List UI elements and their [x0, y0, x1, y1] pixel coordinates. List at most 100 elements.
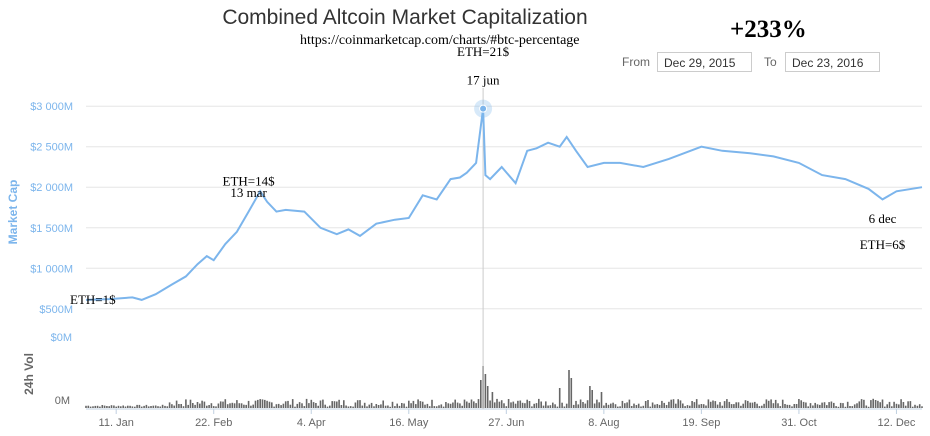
- volume-bar: [336, 401, 338, 408]
- x-tick-label: 16. May: [389, 417, 429, 429]
- volume-bar: [127, 405, 129, 408]
- volume-bar: [115, 406, 117, 408]
- volume-bar: [503, 403, 505, 408]
- volume-bar: [800, 400, 802, 408]
- volume-bar: [361, 405, 364, 408]
- volume-bar: [196, 402, 199, 408]
- volume-bar: [702, 404, 705, 408]
- volume-bar: [257, 399, 259, 408]
- volume-bar: [552, 402, 554, 408]
- volume-bar: [584, 403, 587, 408]
- volume-bar: [145, 404, 148, 408]
- range-from-label: From: [622, 55, 650, 69]
- volume-bar: [438, 405, 440, 408]
- volume-bar: [475, 403, 477, 408]
- volume-bar: [240, 403, 243, 408]
- y-tick-label: $2 500M: [30, 142, 73, 154]
- volume-bar: [247, 400, 250, 408]
- volume-bar: [305, 398, 308, 408]
- volume-bar: [630, 406, 633, 408]
- volume-bar: [563, 406, 566, 408]
- volume-bar: [663, 402, 665, 408]
- y-tick-label: $500M: [39, 304, 73, 316]
- range-to-input[interactable]: Dec 23, 2016: [785, 52, 880, 72]
- volume-bar: [445, 402, 447, 408]
- volume-bar: [431, 399, 433, 408]
- volume-bar: [554, 404, 556, 408]
- volume-bar: [85, 405, 87, 408]
- volume-bar: [665, 405, 668, 408]
- volume-bar: [454, 399, 456, 408]
- volume-bar: [398, 405, 401, 408]
- volume-bar: [716, 404, 719, 408]
- volume-bar: [728, 401, 731, 408]
- volume-bar: [208, 405, 210, 408]
- volume-bar: [424, 404, 426, 408]
- volume-bar: [542, 405, 545, 408]
- volume-bar: [647, 400, 649, 408]
- volume-bar: [486, 386, 489, 408]
- volume-bar: [607, 404, 610, 408]
- volume-bar: [812, 405, 814, 408]
- volume-bar: [568, 370, 570, 408]
- x-tick-label: 19. Sep: [682, 417, 720, 429]
- volume-bar: [772, 403, 775, 408]
- volume-bar: [626, 402, 628, 408]
- volume-bar: [579, 399, 582, 408]
- volume-bar: [442, 406, 445, 408]
- volume-bar: [619, 406, 621, 408]
- volume-bar: [175, 400, 178, 408]
- volume-bar: [440, 404, 443, 408]
- volume-bar: [391, 401, 394, 408]
- annotation-label: 17 jun: [467, 72, 500, 87]
- volume-bar: [426, 403, 429, 408]
- volume-bar: [412, 400, 415, 408]
- volume-bar: [252, 404, 254, 408]
- volume-bar: [291, 399, 294, 408]
- volume-bottom-tick: 0M: [55, 395, 70, 407]
- volume-bar: [456, 402, 459, 408]
- volume-bar: [261, 399, 264, 408]
- market-cap-series-line[interactable]: [85, 108, 923, 301]
- range-from-input[interactable]: Dec 29, 2015: [657, 52, 752, 72]
- volume-bar: [833, 402, 835, 408]
- volume-bar: [658, 404, 661, 408]
- volume-bar: [212, 406, 215, 408]
- volume-bar: [294, 406, 296, 408]
- volume-bar: [747, 400, 749, 408]
- volume-bar: [709, 401, 712, 408]
- volume-bar: [315, 403, 317, 408]
- volume-bar: [159, 406, 162, 408]
- volume-bar: [614, 404, 617, 408]
- volume-bar: [528, 401, 531, 408]
- volume-bar: [642, 405, 645, 408]
- volume-bar: [612, 402, 614, 408]
- volume-bar: [547, 405, 549, 408]
- volume-bar: [591, 390, 593, 408]
- volume-bar: [765, 399, 768, 408]
- volume-bar: [496, 398, 498, 408]
- volume-bar: [164, 405, 166, 408]
- highlight-point[interactable]: [479, 104, 488, 113]
- volume-bar: [733, 404, 735, 408]
- volume-bar: [737, 402, 740, 408]
- volume-bar: [129, 405, 131, 408]
- volume-bar: [640, 406, 642, 408]
- volume-bar: [900, 399, 902, 408]
- volume-bar: [101, 405, 104, 408]
- volume-bar: [603, 405, 605, 408]
- volume-bar: [403, 403, 405, 408]
- volume-bar: [238, 403, 241, 408]
- volume-bar: [777, 403, 779, 408]
- volume-bar: [744, 400, 747, 408]
- volume-bar: [356, 400, 359, 408]
- volume-bar: [846, 401, 849, 408]
- volume-bar: [459, 403, 461, 408]
- volume-bar: [192, 403, 194, 408]
- volume-bar: [92, 406, 94, 408]
- volume-bar: [679, 400, 682, 408]
- volume-bar: [558, 388, 561, 408]
- volume-bar: [575, 400, 577, 408]
- volume-bar: [268, 401, 271, 408]
- volume-bar: [863, 399, 865, 408]
